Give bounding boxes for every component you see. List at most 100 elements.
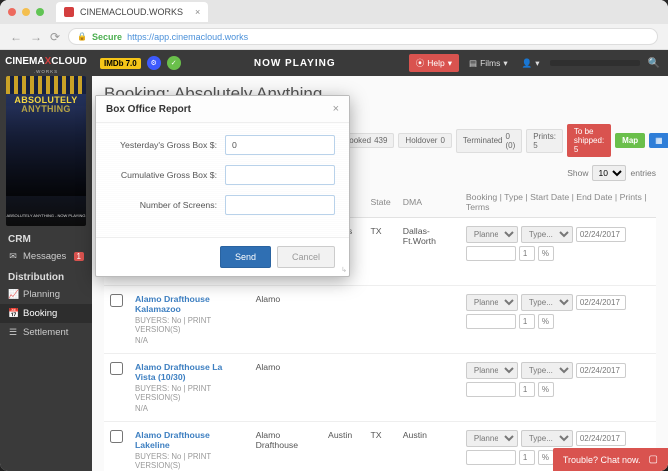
number-of-screens-input[interactable] [225,195,335,215]
status-pill-terminated[interactable]: Terminated 0 (0) [456,129,522,153]
browser-window: CINEMACLOUD.WORKS × ← → ⟳ 🔒 Secure https… [0,0,668,471]
booking-status-select[interactable]: Planned [466,294,518,311]
browser-title-bar: CINEMACLOUD.WORKS × [0,0,668,24]
check-icon[interactable]: ✓ [167,56,181,70]
table-row[interactable]: Alamo Drafthouse La Vista (10/30) BUYERS… [104,354,656,422]
prints-input[interactable] [519,450,535,465]
col-dma[interactable]: DMA [397,187,460,218]
start-date-input[interactable] [576,295,626,310]
prints-input[interactable] [519,382,535,397]
settings-icon[interactable]: ⚙ [147,56,161,70]
field-label: Number of Screens: [110,200,217,210]
planning-icon: 📈 [8,289,18,300]
start-date-input[interactable] [576,431,626,446]
browser-tab[interactable]: CINEMACLOUD.WORKS × [56,2,208,22]
search-contacts-input[interactable] [550,60,640,66]
end-date-input[interactable] [466,314,516,329]
cancel-button[interactable]: Cancel [277,246,335,268]
circuit-cell: Alamo [250,286,322,354]
back-icon[interactable]: ← [10,30,22,44]
dma-cell: Austin [397,422,460,471]
theater-name-link[interactable]: Alamo Drafthouse Lakeline [135,430,244,450]
row-checkbox[interactable] [110,294,123,307]
tab-close-icon[interactable]: × [195,7,200,17]
entries-select[interactable]: 10 [592,165,626,181]
chat-icon: ▢ [649,454,658,465]
start-date-input[interactable] [576,363,626,378]
lock-icon: 🔒 [77,32,87,41]
booking-type-select[interactable]: Type... [521,226,573,243]
window-close-button[interactable] [8,8,16,16]
status-value: 0 (0) [505,132,515,150]
terms-input[interactable] [538,246,554,261]
booking-status-select[interactable]: Planned [466,226,518,243]
modal-header: Box Office Report × [96,96,349,123]
brand-subtitle: .WORKS [0,69,92,74]
theater-name-link[interactable]: Alamo Drafthouse La Vista (10/30) [135,362,244,382]
films-icon: ▤ [469,58,477,69]
booking-type-select[interactable]: Type... [521,362,573,379]
sidebar-item-planning[interactable]: 📈 Planning [0,285,92,304]
booking-type-select[interactable]: Type... [521,294,573,311]
grid-view-icon[interactable]: ▦ [649,133,668,148]
messages-badge: 1 [74,252,84,261]
end-date-input[interactable] [466,246,516,261]
booking-status-select[interactable]: Planned [466,362,518,379]
send-button[interactable]: Send [220,246,271,268]
terms-input[interactable] [538,382,554,397]
user-menu[interactable]: 👤 ▾ [518,56,544,71]
map-button[interactable]: Map [615,133,645,148]
window-maximize-button[interactable] [36,8,44,16]
terms-input[interactable] [538,314,554,329]
booking-type-select[interactable]: Type... [521,430,573,447]
movie-poster: ABSOLUTELY ANYTHING ABSOLUTELY ANYTHING … [6,76,86,226]
end-date-input[interactable] [466,450,516,465]
trouble-label: Trouble? Chat now. [563,455,641,465]
theater-na: N/A [135,336,244,345]
modal-close-icon[interactable]: × [333,103,339,115]
help-button[interactable]: ⦿ Help ▾ [409,54,459,72]
status-pill-shipped[interactable]: To be shipped: 5 [567,124,611,157]
theater-name-link[interactable]: Alamo Drafthouse Kalamazoo [135,294,244,314]
end-date-input[interactable] [466,382,516,397]
poster-artwork [6,106,86,196]
window-minimize-button[interactable] [22,8,30,16]
terms-input[interactable] [538,450,554,465]
reload-icon[interactable]: ⟳ [50,30,60,44]
prints-input[interactable] [519,246,535,261]
col-booking-info[interactable]: Booking | Type | Start Date | End Date |… [460,187,656,218]
imdb-badge[interactable]: IMDb 7.0 [100,58,141,69]
modal-field-yesterday: Yesterday's Gross Box $: [110,135,335,155]
booking-status-select[interactable]: Planned [466,430,518,447]
url-input[interactable]: 🔒 Secure https://app.cinemacloud.works [68,28,658,45]
tab-favicon-icon [64,7,74,17]
circuit-cell: Alamo Drafthouse [250,422,322,471]
cumulative-gross-input[interactable] [225,165,335,185]
sidebar-item-label: Settlement [23,327,68,338]
col-state[interactable]: State [364,187,396,218]
trouble-chat-button[interactable]: Trouble? Chat now. ▢ [553,448,668,471]
row-checkbox[interactable] [110,362,123,375]
start-date-input[interactable] [576,227,626,242]
sidebar-item-booking[interactable]: 📅 Booking [0,304,92,323]
forward-icon[interactable]: → [30,30,42,44]
modal-resize-handle[interactable]: ↳ [341,266,347,274]
address-bar-row: ← → ⟳ 🔒 Secure https://app.cinemacloud.w… [0,24,668,50]
status-pill-prints[interactable]: Prints: 5 [526,129,563,153]
films-dropdown[interactable]: ▤ Films ▾ [465,56,512,71]
sidebar-item-settlement[interactable]: ☰ Settlement [0,323,92,342]
prints-input[interactable] [519,314,535,329]
row-checkbox[interactable] [110,430,123,443]
status-label: Terminated [463,136,503,145]
yesterday-gross-input[interactable] [225,135,335,155]
status-pill-holdover[interactable]: Holdover 0 [398,133,451,148]
booking-controls-row: Planned Type... [466,226,650,261]
left-sidebar: CINEMAXCLOUD .WORKS ABSOLUTELY ANYTHING … [0,50,92,471]
search-icon[interactable]: 🔍 [648,58,660,69]
theater-buyers-info: BUYERS: No | PRINT VERSION(S) [135,452,244,470]
modal-body: Yesterday's Gross Box $: Cumulative Gros… [96,123,349,237]
box-office-report-modal[interactable]: Box Office Report × Yesterday's Gross Bo… [95,95,350,277]
dma-cell: Dallas-Ft.Worth [397,218,460,286]
table-row[interactable]: Alamo Drafthouse Kalamazoo BUYERS: No | … [104,286,656,354]
sidebar-item-messages[interactable]: ✉ Messages 1 [0,247,92,266]
